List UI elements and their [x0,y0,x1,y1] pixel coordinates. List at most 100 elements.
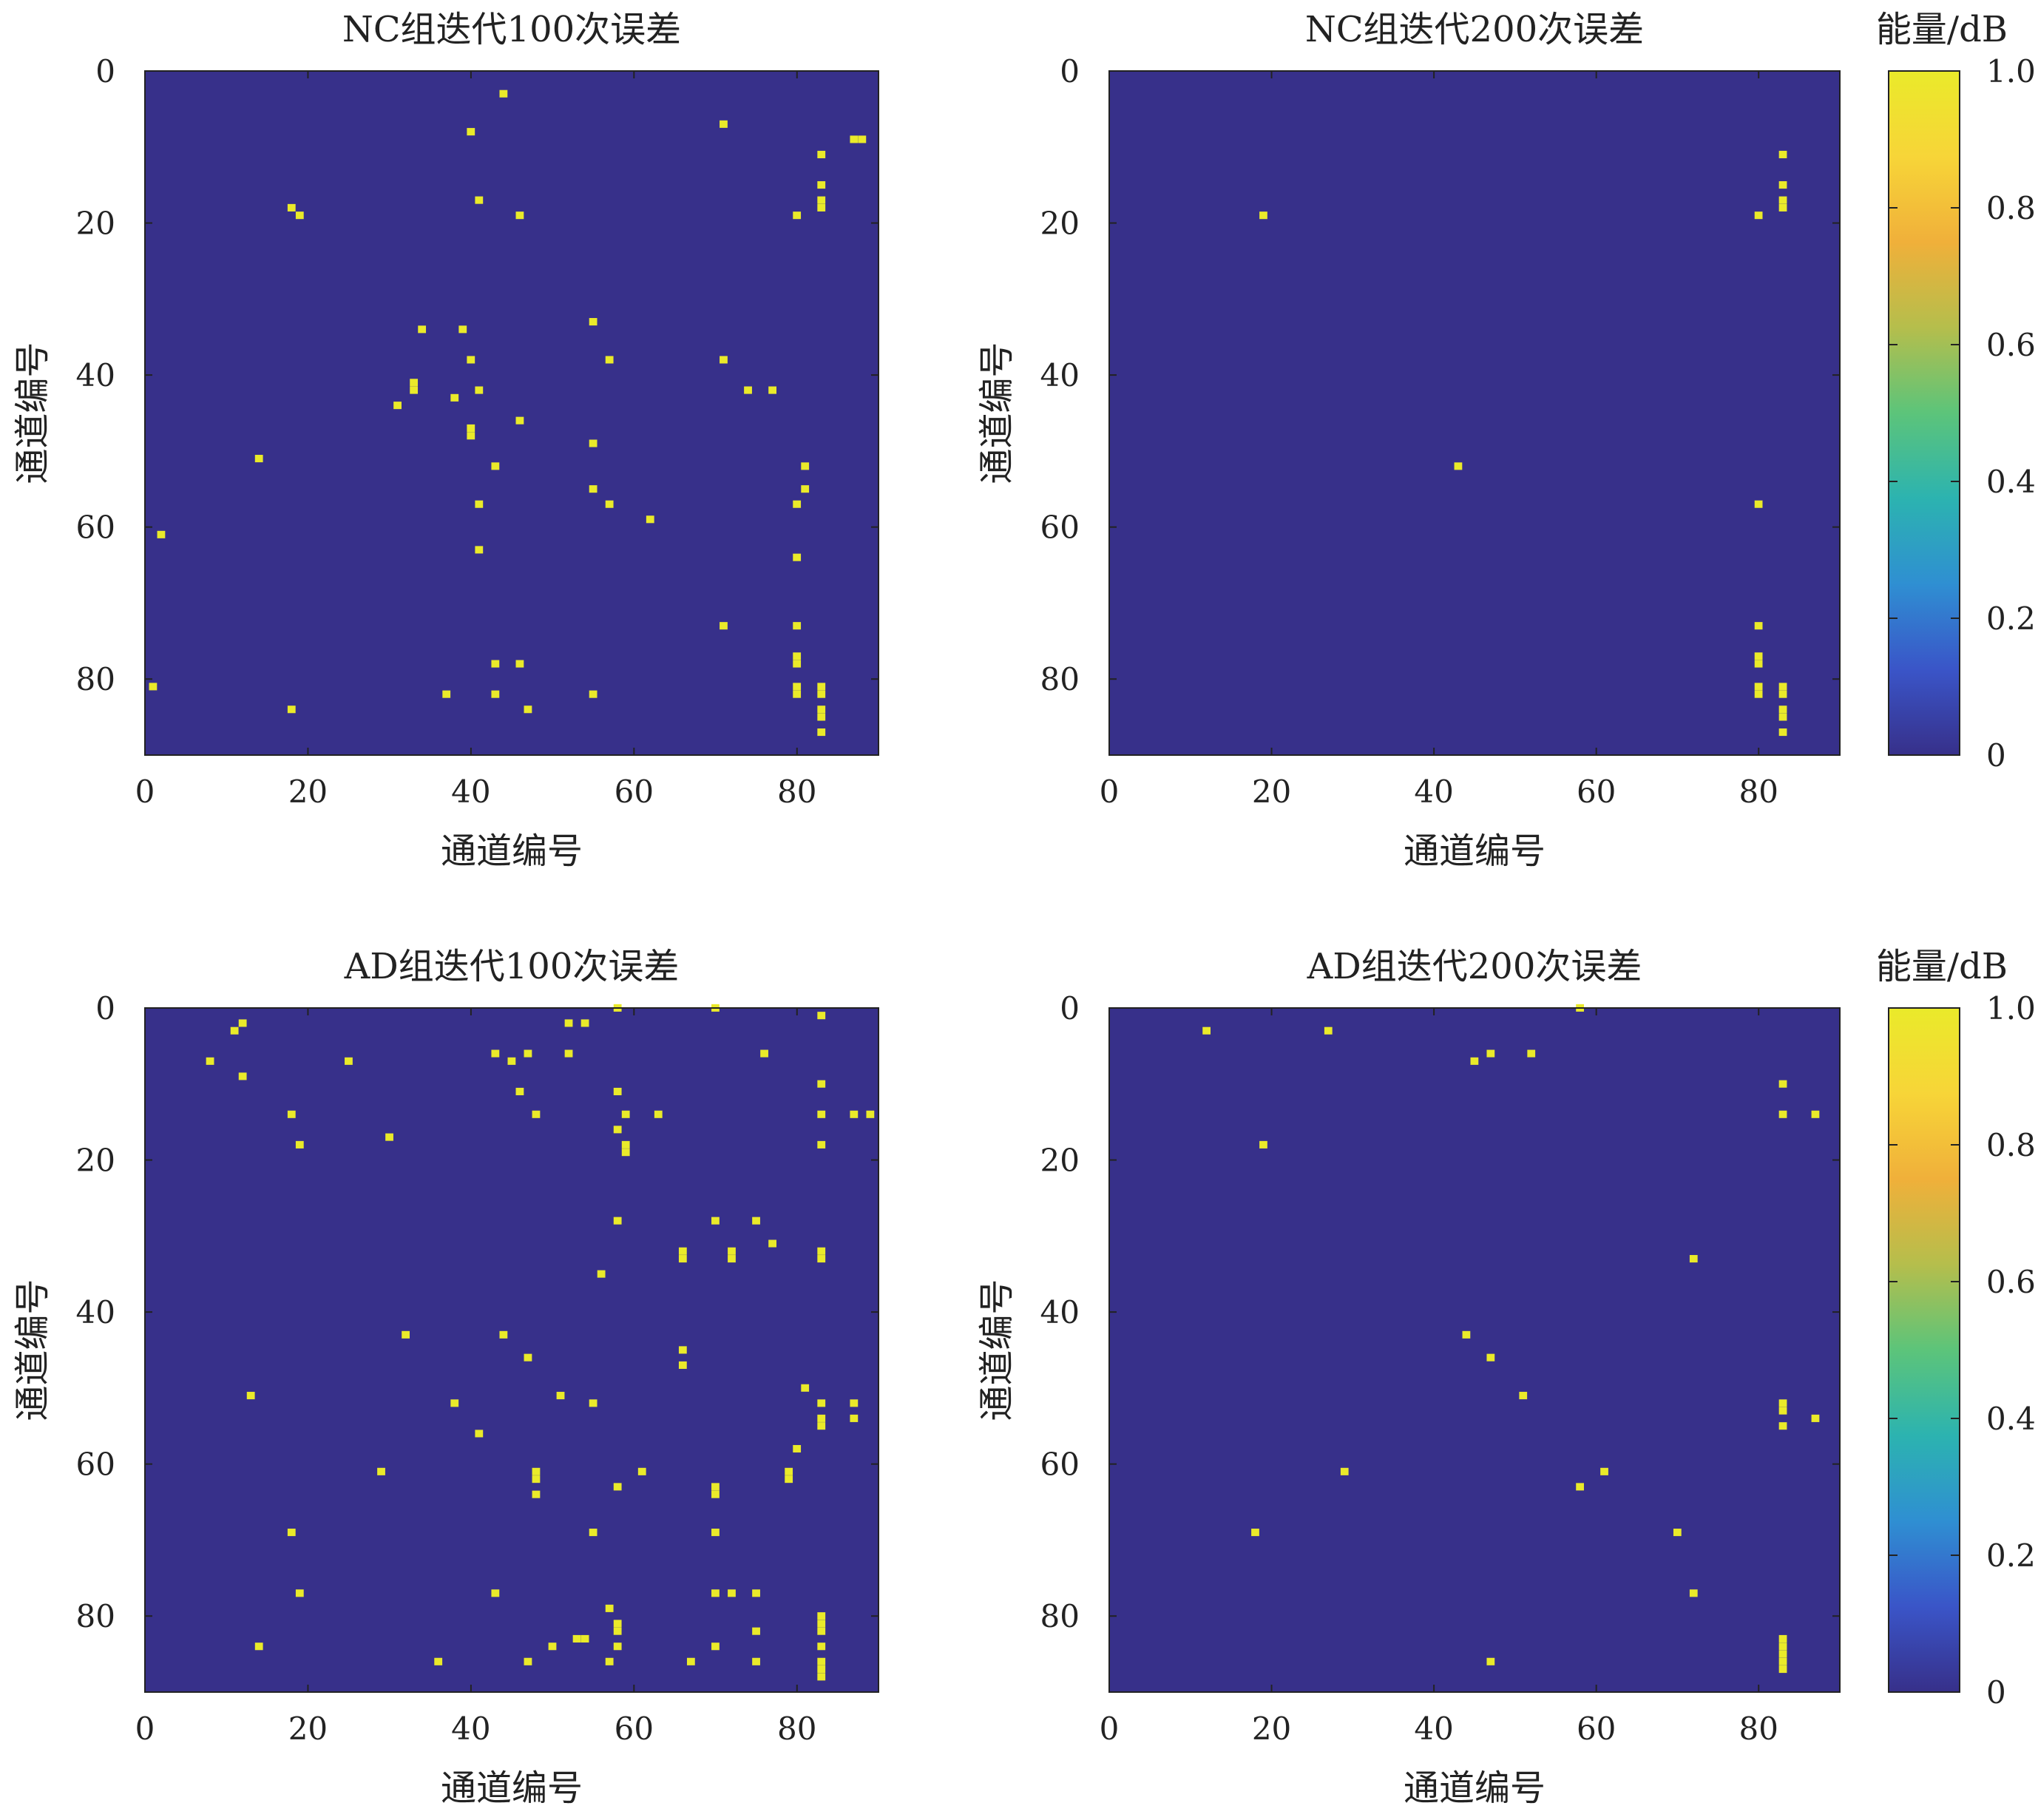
heatmap-cell [711,1643,720,1651]
heatmap-cell [1462,1330,1471,1339]
heatmap-cell [1202,1026,1211,1035]
heatmap-cell [572,1634,581,1643]
heatmap-cell [1778,1080,1787,1088]
heatmap-cell [1754,683,1763,691]
heatmap-cell [646,515,654,524]
y-tick-label: 0 [1060,53,1080,89]
x-tick-label: 40 [451,1711,490,1747]
heatmap-cell [621,1149,630,1157]
heatmap-cell [1778,1643,1787,1651]
colorbar-tick-label: 0.8 [1986,190,2036,226]
heatmap-cell [532,1490,541,1498]
heatmap-cell [817,1255,826,1263]
heatmap-cell [793,660,802,668]
heatmap-cell [793,652,802,660]
colorbar-label: 能量/dB [1876,946,2008,987]
heatmap-cell [793,1444,802,1453]
heatmap-cell [467,424,475,432]
heatmap-cell [287,203,296,212]
x-tick-label: 20 [288,1711,328,1747]
heatmap-cell [246,1392,255,1400]
colorbar: 0 0.2 0.4 0.6 0.8 1.0能量/dB [1876,9,2036,774]
heatmap-cell [238,1019,247,1027]
heatmap-cell [768,386,777,394]
heatmap-cell [605,356,614,364]
heatmap-cell [613,1087,622,1095]
heatmap-cell [467,128,475,136]
heatmap-cell [1251,1529,1259,1537]
heatmap-cell [720,120,728,128]
y-tick-label: 0 [1060,990,1080,1026]
heatmap-cell [793,500,802,508]
x-tick-label: 40 [451,774,490,810]
heatmap-cell [817,1665,826,1674]
heatmap-cell [1259,212,1267,220]
heatmap-cell [850,1399,859,1407]
x-axis-label: 通道编号 [1404,1767,1546,1809]
colorbar-tick-label: 0.4 [1986,1401,2036,1437]
heatmap-cell [580,1634,589,1643]
colorbar-gradient [1888,70,1960,756]
heatmap-cell [817,150,826,158]
colorbar-tick-label: 0.2 [1986,601,2036,637]
heatmap-cell [589,1399,597,1407]
heatmap-cell [637,1467,646,1475]
colorbar-tick-label: 0.6 [1986,327,2036,363]
heatmap-cell [785,1467,793,1475]
heatmap-cell [785,1475,793,1484]
heatmap-cell [678,1346,687,1354]
heatmap-cell [589,485,597,493]
heatmap-cell [613,1643,622,1651]
heatmap-cell [817,1140,826,1149]
axes-frame [1108,1007,1841,1693]
y-tick-label: 20 [76,206,115,242]
heatmap-cell [817,1080,826,1088]
y-tick-label: 80 [76,1598,115,1634]
heatmap-cell [1778,1399,1787,1407]
x-tick-label: 80 [1739,1711,1778,1747]
heatmap-cell [515,660,524,668]
heatmap-cell [858,135,867,143]
y-tick-label: 60 [76,1447,115,1483]
heatmap-cell [1811,1110,1820,1118]
y-tick-label: 40 [1040,357,1080,393]
heatmap-cell [1778,203,1787,212]
y-axis-label: 通道编号 [976,342,1018,484]
heatmap-cell [1778,728,1787,737]
heatmap-cell [580,1019,589,1027]
heatmap-cell [1778,1657,1787,1665]
heatmap-cell [450,1399,459,1407]
heatmap-cell [1778,150,1787,158]
heatmap-cell [1778,1407,1787,1415]
heatmap-cell [752,1217,760,1225]
heatmap-cell [475,546,484,554]
heatmap-cell [295,1589,304,1597]
y-tick-label: 80 [1040,661,1080,697]
x-axis-label: 通道编号 [1404,830,1546,872]
heatmap-cell [1778,1110,1787,1118]
heatmap-cell [1486,1657,1495,1665]
heatmap-cell [450,393,459,402]
heatmap-cell [467,432,475,440]
heatmap-cell [287,1529,296,1537]
heatmap-cell [817,196,826,204]
heatmap-cell [1519,1392,1528,1400]
x-tick-label: 40 [1414,1711,1453,1747]
colorbar-tick-label: 0.2 [1986,1537,2036,1574]
heatmap-cell [467,356,475,364]
heatmap-cell [532,1110,541,1118]
heatmap-cell [654,1110,663,1118]
axes-frame [1108,70,1841,756]
heatmap-cell [1600,1467,1608,1475]
heatmap-cell [817,1612,826,1620]
heatmap-cell [793,553,802,561]
y-axis-label: 通道编号 [12,342,53,484]
heatmap-cell [1778,706,1787,714]
heatmap-background [145,1008,878,1692]
x-tick-label: 60 [615,1711,654,1747]
heatmap-cell [442,690,451,698]
heatmap-background [145,71,878,755]
heatmap-cell [149,683,158,691]
heatmap-cell [817,1657,826,1665]
